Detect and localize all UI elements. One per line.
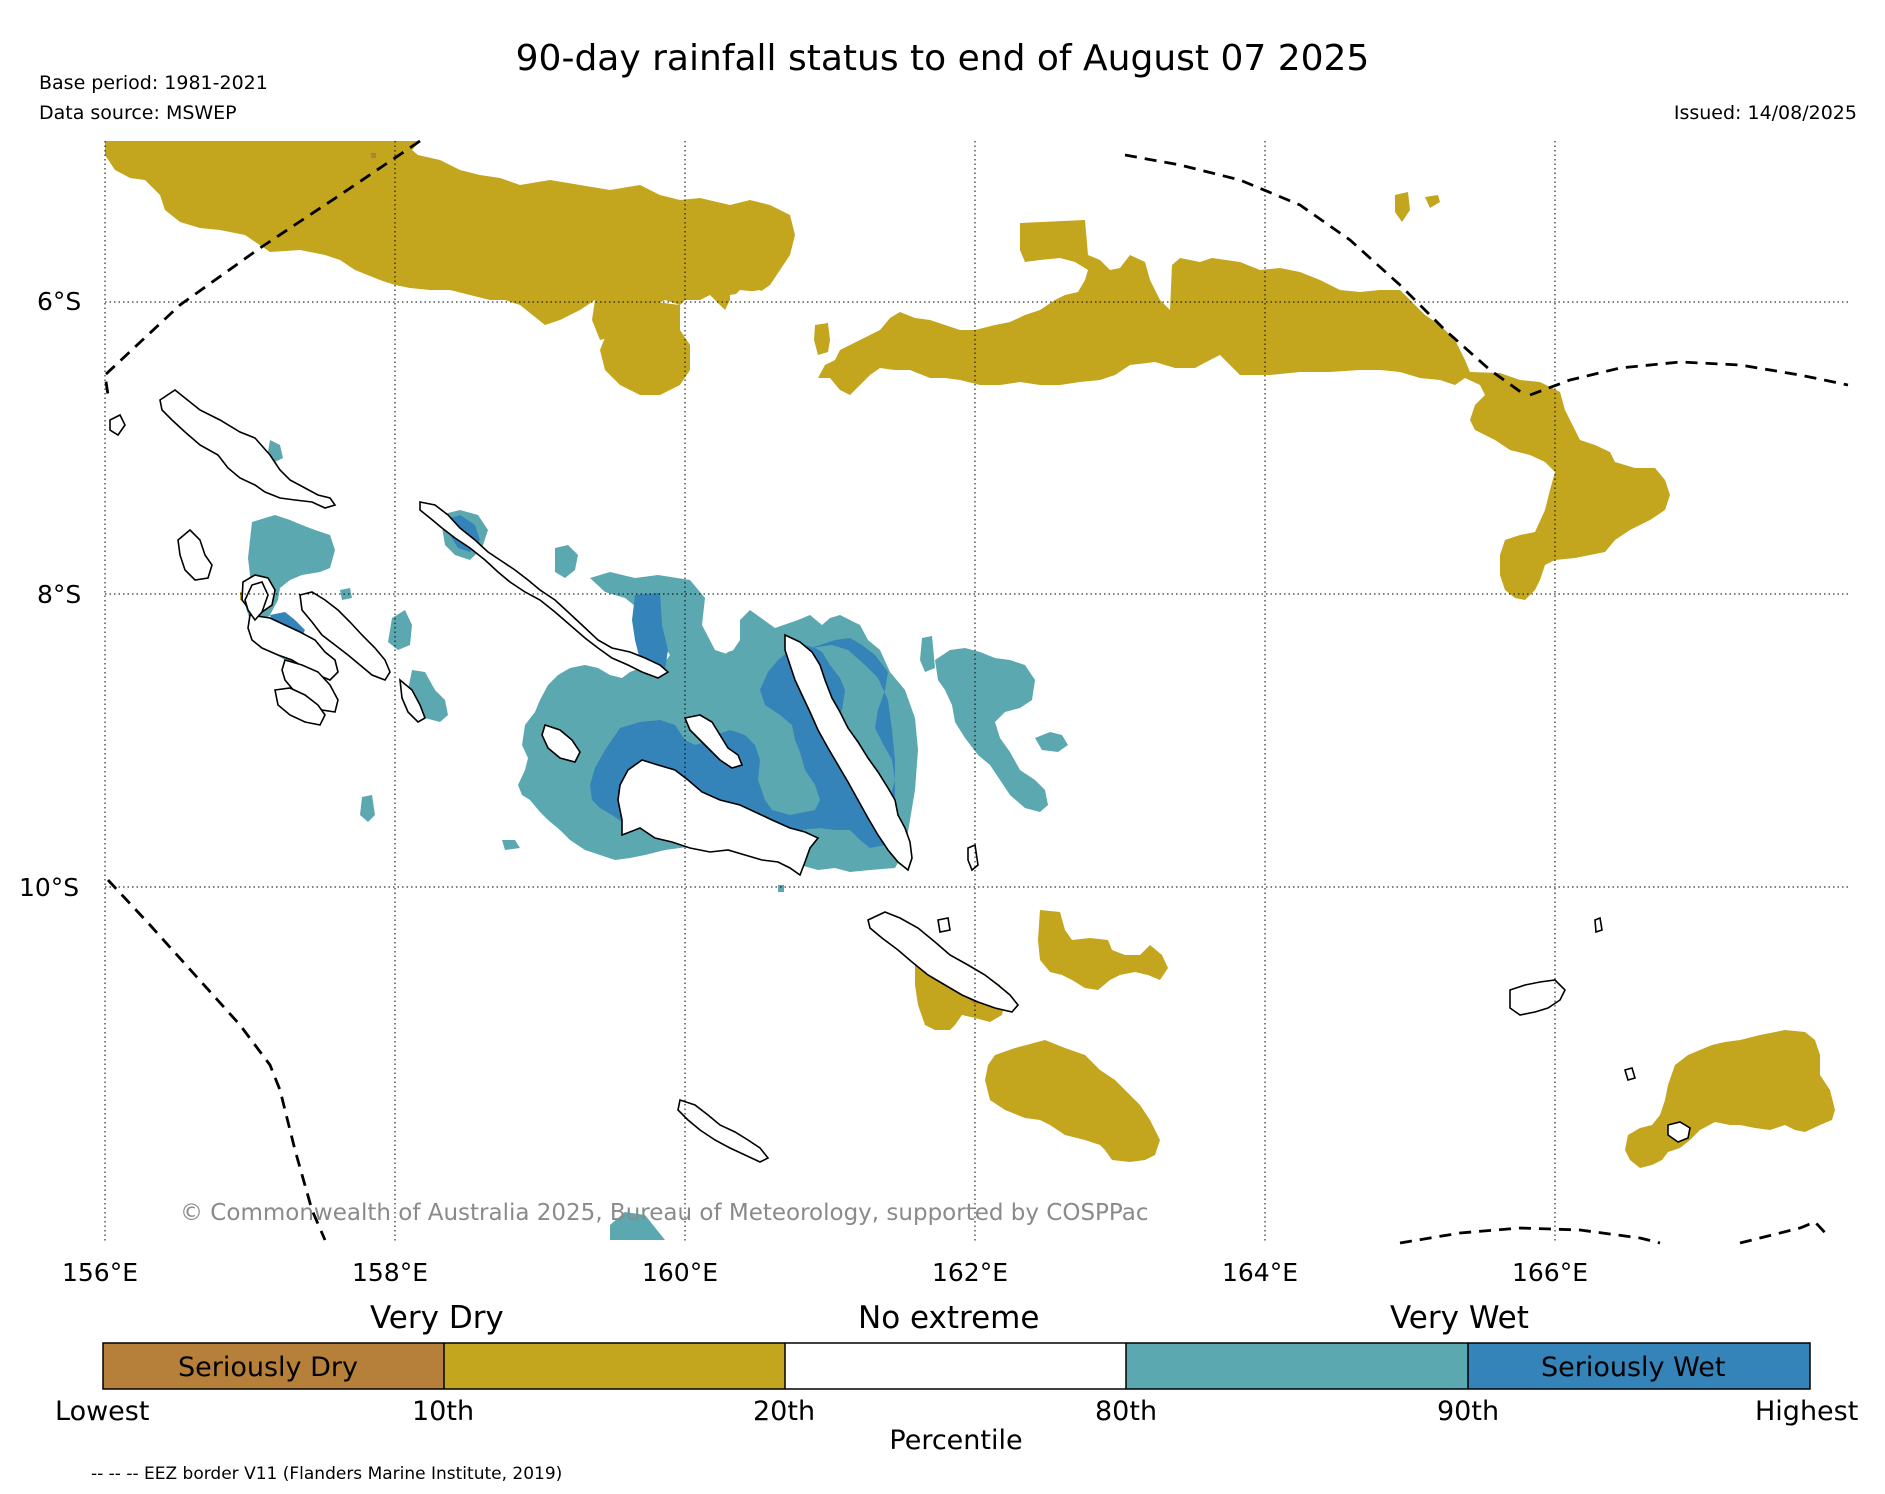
island-new-georgia [247,614,339,681]
legend-segment-seriously-dry [103,1343,444,1389]
wet-region-inner [710,640,782,675]
island-tiny-b [967,843,979,872]
lon-label-156e: 156°E [62,1258,139,1287]
dry-region-north-lobe [600,300,690,395]
base-period-text: Base period: 1981-2021 [39,72,268,94]
eez-border-note: -- -- -- EEZ border V11 (Flanders Marine… [91,1464,563,1484]
legend-tick-10th: 10th [412,1396,475,1427]
dry-region-gap [730,290,770,360]
gridlines [104,141,1848,1243]
island-tiny-a [109,413,126,437]
island-kolombangara [299,591,391,681]
legend-segment-no-extreme [785,1343,1126,1389]
wet-region-island-e [340,588,352,600]
wet-region-island-b [555,545,578,578]
eez-border-southeast [1739,1220,1832,1245]
island-rendova [281,659,339,713]
dry-region-small-c [1425,195,1440,208]
dry-region-small-b [1395,192,1410,222]
lat-label-6s: 6°S [37,287,82,316]
legend-axis-label: Percentile [889,1425,1023,1456]
legend-tick-highest: Highest [1755,1396,1859,1427]
island-florida-islands [683,714,744,769]
eez-border-south [1399,1226,1661,1245]
island-santa-cruz [1509,979,1566,1016]
island-bougainville-north [177,528,213,581]
legend-tick-90th: 90th [1437,1396,1500,1427]
lon-label-166e: 166°E [1512,1258,1589,1287]
wet-region-south-edge [610,1212,665,1240]
island-guadalcanal [617,759,820,877]
seriously-dry-spot-north [371,153,376,158]
island-choiseul [159,389,337,509]
lat-label-10s: 10°S [19,873,80,902]
lon-label-158e: 158°E [352,1258,429,1287]
legend-segment-seriously-wet [1468,1343,1810,1389]
island-russell-islands [541,723,581,763]
legend-category-very-wet: Very Wet [1390,1300,1529,1336]
wet-region-speck [778,885,784,892]
dry-region-northwest [105,141,795,340]
copyright-text: © Commonwealth of Australia 2025, Bureau… [180,1200,1149,1226]
wet-region-island-d [408,670,448,722]
island-tiny-d [937,917,951,933]
coastlines [109,389,1691,1163]
data-source-text: Data source: MSWEP [39,102,237,124]
wet-region-island-i [502,840,520,850]
issued-date-text: Issued: 14/08/2025 [1673,102,1857,124]
wet-region-east [935,648,1048,812]
island-santa-isabel [419,501,670,679]
island-tetepare [274,687,326,726]
legend-tick-lowest: Lowest [55,1396,150,1427]
lon-label-162e: 162°E [932,1258,1009,1287]
island-makira [867,911,1020,1013]
legend-category-no-extreme: No extreme [858,1300,1040,1336]
eez-border-northwest [103,139,421,396]
legend-category-very-dry: Very Dry [370,1300,504,1336]
legend-tick-80th: 80th [1095,1396,1158,1427]
island-gatokae [398,678,426,723]
eez-border-southwest [106,879,327,1241]
lon-label-160e: 160°E [642,1258,719,1287]
eez-border-northeast [1124,153,1526,397]
legend-segment-very-dry [444,1343,785,1389]
dry-region-southeast [1625,1030,1835,1168]
very-wet-regions [245,440,1068,1240]
island-tiny-e [1594,916,1603,934]
lat-label-8s: 8°S [37,580,82,609]
wet-region-island-g [360,795,375,822]
island-rennell [677,1098,770,1163]
island-vanikoro [1667,1121,1691,1143]
island-tiny-c [1624,1067,1636,1081]
lon-label-164e: 164°E [1222,1258,1299,1287]
very-dry-regions [105,141,1835,1168]
dry-region-east-a [1038,910,1168,990]
map-title: 90-day rainfall status to end of August … [515,38,1370,79]
wet-region-east-small [1035,732,1068,752]
legend-label-seriously-wet: Seriously Wet [1541,1352,1726,1383]
eez-borders [103,139,1849,1245]
eez-border-east [1529,360,1849,397]
island-malaita [784,633,913,872]
dry-region-south [985,1040,1160,1162]
seriously-wet-region-a [632,593,668,672]
legend-tick-20th: 20th [753,1396,816,1427]
dry-region-northeast [818,220,1670,600]
legend-label-seriously-dry: Seriously Dry [178,1352,358,1383]
island-ranongga [244,581,269,622]
wet-region-island-h [920,636,935,672]
dry-region-small-a [814,323,830,355]
legend-segment-very-wet [1126,1343,1468,1389]
wet-region-island-c [388,610,412,650]
legend-colorbar [102,1342,1811,1390]
